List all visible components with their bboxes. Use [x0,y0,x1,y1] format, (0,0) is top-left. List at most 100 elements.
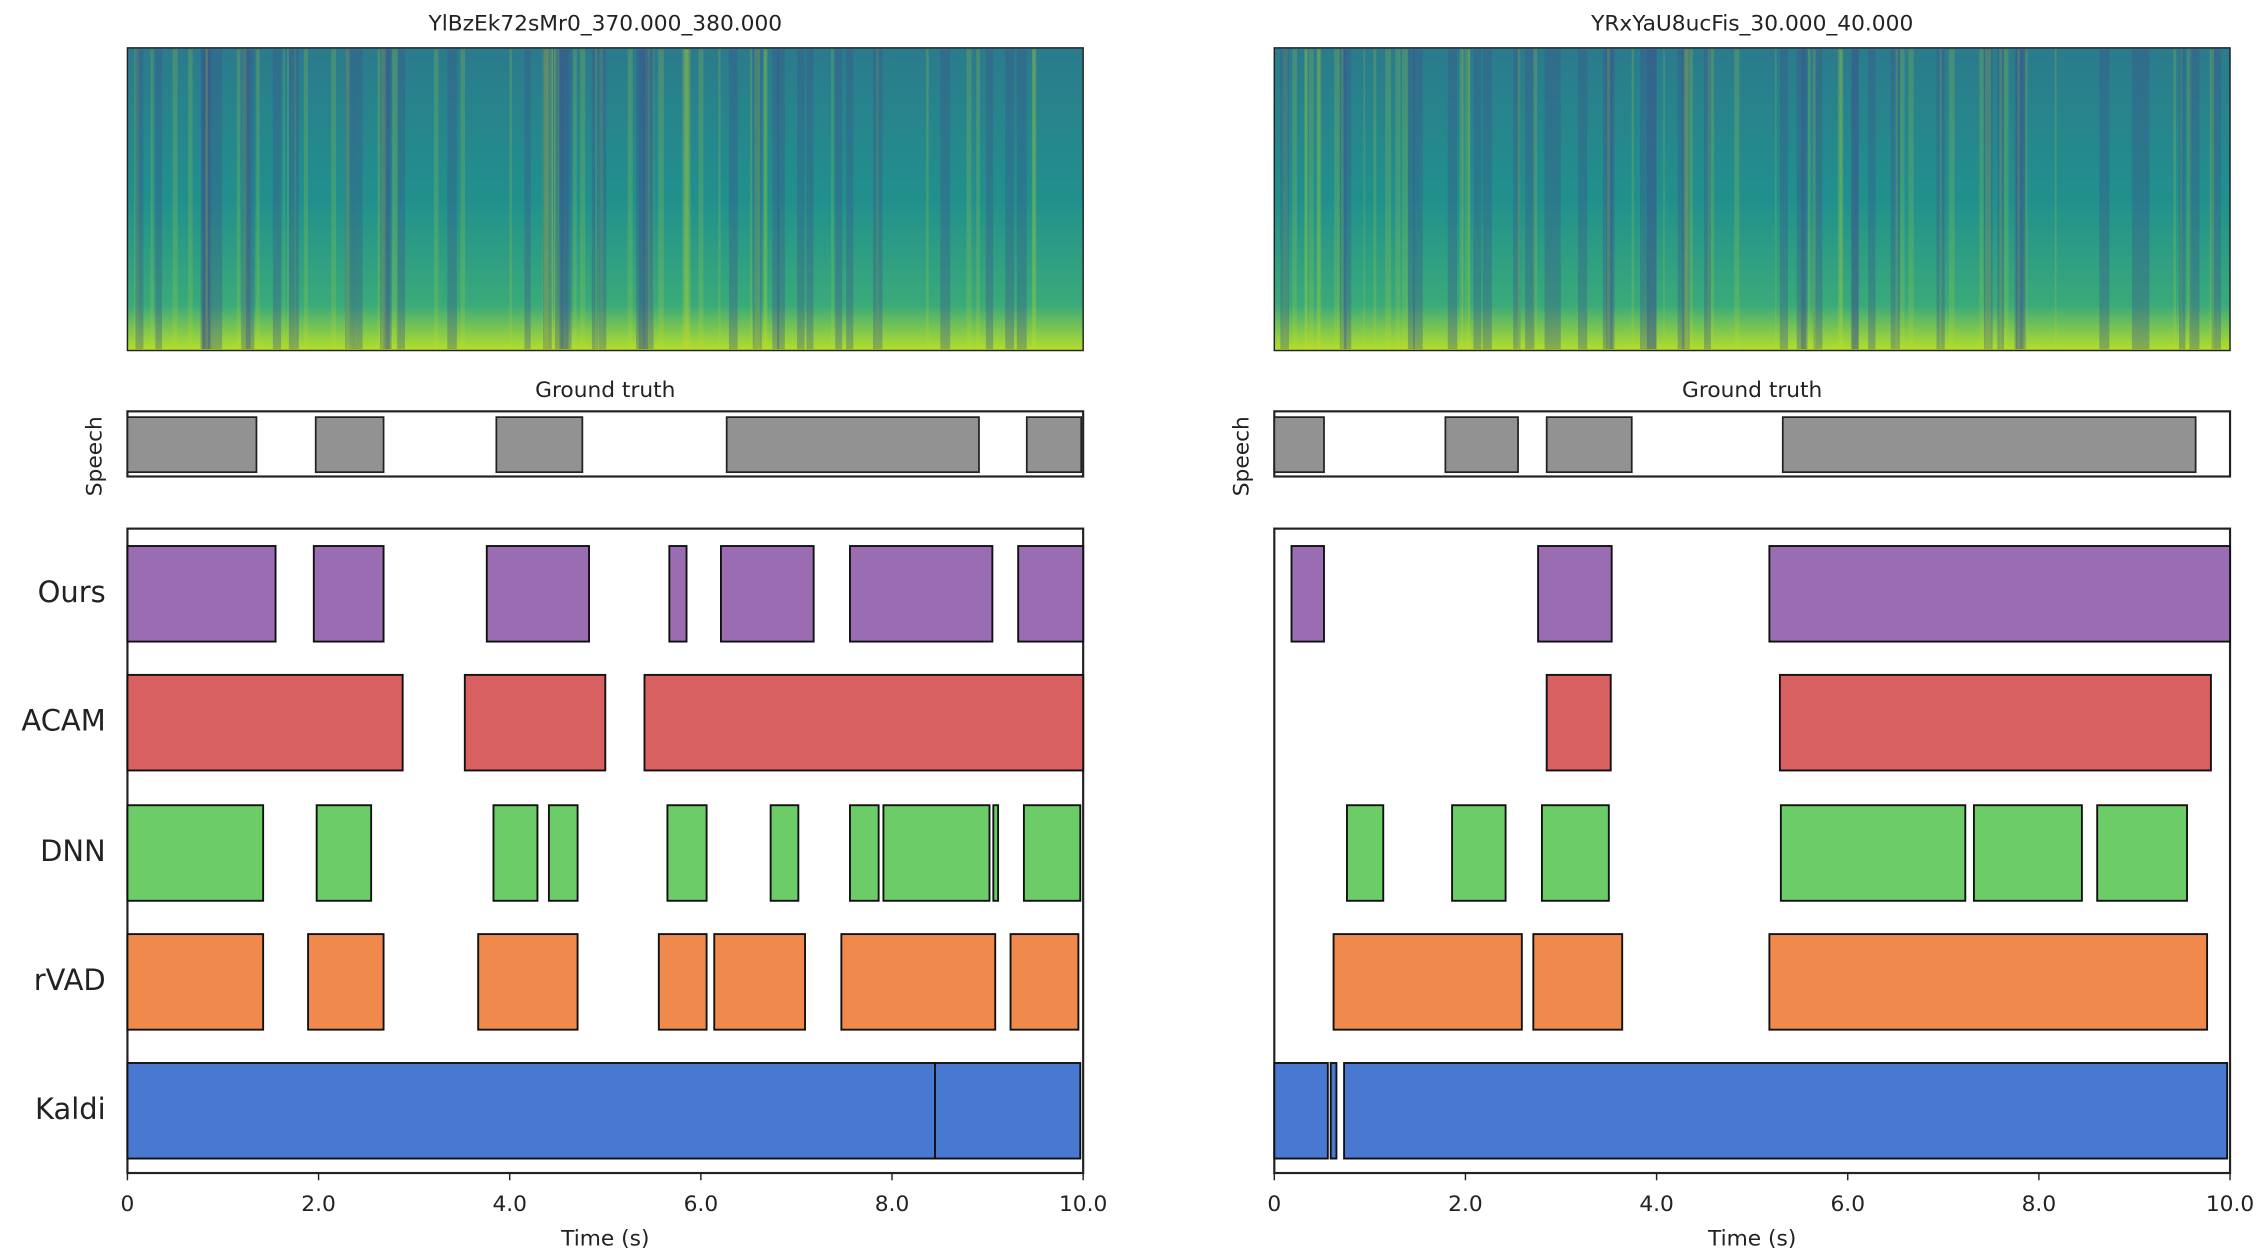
segment [1017,545,1085,643]
spectrogram-stripe [134,49,139,350]
spectrogram-stripe [380,49,390,350]
spectrogram-stripe [2141,49,2150,350]
spectrogram-stripe [643,49,654,350]
spectrogram-stripe [1447,49,1458,350]
segment [1343,1062,2229,1160]
spectrogram-stripe [1473,49,1482,350]
x-axis-label: Time (s) [1707,1227,1796,1252]
spectrogram-stripe [1304,49,1308,350]
spectrogram-stripe [1005,49,1015,350]
spectrogram-stripe [283,49,285,350]
spectrogram-stripe [718,49,721,350]
segment [1972,804,2083,902]
spectrogram-stripe [204,49,207,350]
spectrogram-stripe [1517,49,1521,350]
x-tick-label: 10.0 [1059,1192,1107,1217]
spectrogram-stripe [1646,49,1657,350]
spectrogram-stripe [1363,49,1366,350]
spectrogram-stripe [1979,49,1984,350]
spectrogram-stripe [598,49,607,350]
spectrogram-stripe [303,49,308,350]
spectrogram-stripe [683,49,690,350]
spectrogram-stripe [2014,49,2024,350]
spectrogram-stripe [873,49,883,350]
spectrogram-stripe [1647,49,1657,350]
spectrogram-stripe [846,49,854,350]
spectrogram-stripe [2131,49,2142,350]
segment [1545,673,1612,772]
spectrogram-stripe [940,49,951,350]
spectrogram-stripe [202,49,213,350]
spectrogram-stripe [1413,49,1423,350]
spectrogram-stripe [1533,49,1538,350]
spectrogram-stripe [1895,49,1898,350]
spectrogram-stripe [272,49,282,350]
x-tick-label: 0 [1267,1192,1281,1217]
spectrogram-stripe [728,49,738,350]
spectrogram-stripe [645,49,650,350]
spectrogram-stripe [241,49,251,350]
spectrogram-stripe [188,49,193,350]
spectrogram-stripe [547,49,554,350]
spectrogram-stripe [1308,49,1314,350]
spectrogram-stripe [1948,49,1955,350]
spectrogram-stripe [2016,49,2027,350]
spectrogram-stripe [1688,49,1693,350]
spectrogram-stripe [1684,49,1689,350]
spectrogram-stripe [2017,49,2020,350]
segment [657,933,708,1031]
x-tick-label: 4.0 [492,1192,527,1217]
gt-title: Ground truth [535,378,675,403]
panel-title: YRxYaU8ucFis_30.000_40.000 [1590,12,1913,37]
spectrogram-stripe [1602,49,1613,350]
x-tick-label: 2.0 [1448,1192,1483,1217]
spectrogram-stripe [835,49,843,350]
panel-title: YlBzEk72sMr0_370.000_380.000 [427,12,782,37]
segment [1329,1062,1338,1160]
x-tick-label: 6.0 [684,1192,719,1217]
spectrogram-stripe [1544,49,1552,350]
spectrogram-stripe [1939,49,1942,350]
segment [492,804,539,902]
spectrogram-stripe [685,49,691,350]
x-tick-label: 8.0 [875,1192,910,1217]
spectrogram-stripe [1016,49,1027,350]
series-label: Ours [38,575,106,609]
spectrogram-stripe [652,49,655,350]
gt-ylabel: Speech [1229,416,1254,496]
spectrogram-stripe [345,49,350,350]
spectrogram-stripe [172,49,178,350]
segment [849,545,994,643]
spectrogram-stripe [1704,49,1711,350]
spectrogram-stripe [524,49,531,350]
spectrogram-stripe [245,49,255,350]
spectrogram-stripe [1395,49,1401,350]
spectrogram-stripe [543,49,552,350]
spectrogram-stripe [1482,49,1492,350]
gt-segment [1545,416,1633,474]
segment [849,804,880,902]
spectrogram-stripe [752,49,762,350]
segment [713,933,806,1031]
spectrogram-stripe [966,49,972,350]
spectrogram-stripe [2189,49,2200,350]
spectrogram-stripe [1999,49,2002,350]
spectrogram-stripe [236,49,241,350]
segment [1273,1062,1329,1160]
segment [1022,804,1082,902]
spectrogram-stripe [561,49,572,350]
spectrogram-stripe [383,49,392,350]
spectrogram-stripe [1984,49,1993,350]
gt-ylabel: Speech [83,416,108,496]
segment [934,1062,1082,1160]
spectrogram-stripe [806,49,814,350]
spectrogram-stripe [1908,49,1914,350]
spectrogram-stripe [636,49,645,350]
spectrogram-stripe [1734,49,1740,350]
spectrogram-stripe [559,49,569,350]
spectrogram-stripe [595,49,598,350]
gt-segment [1444,416,1519,474]
spectrogram-stripe [1551,49,1561,350]
segment [126,673,404,772]
segment [126,804,265,902]
